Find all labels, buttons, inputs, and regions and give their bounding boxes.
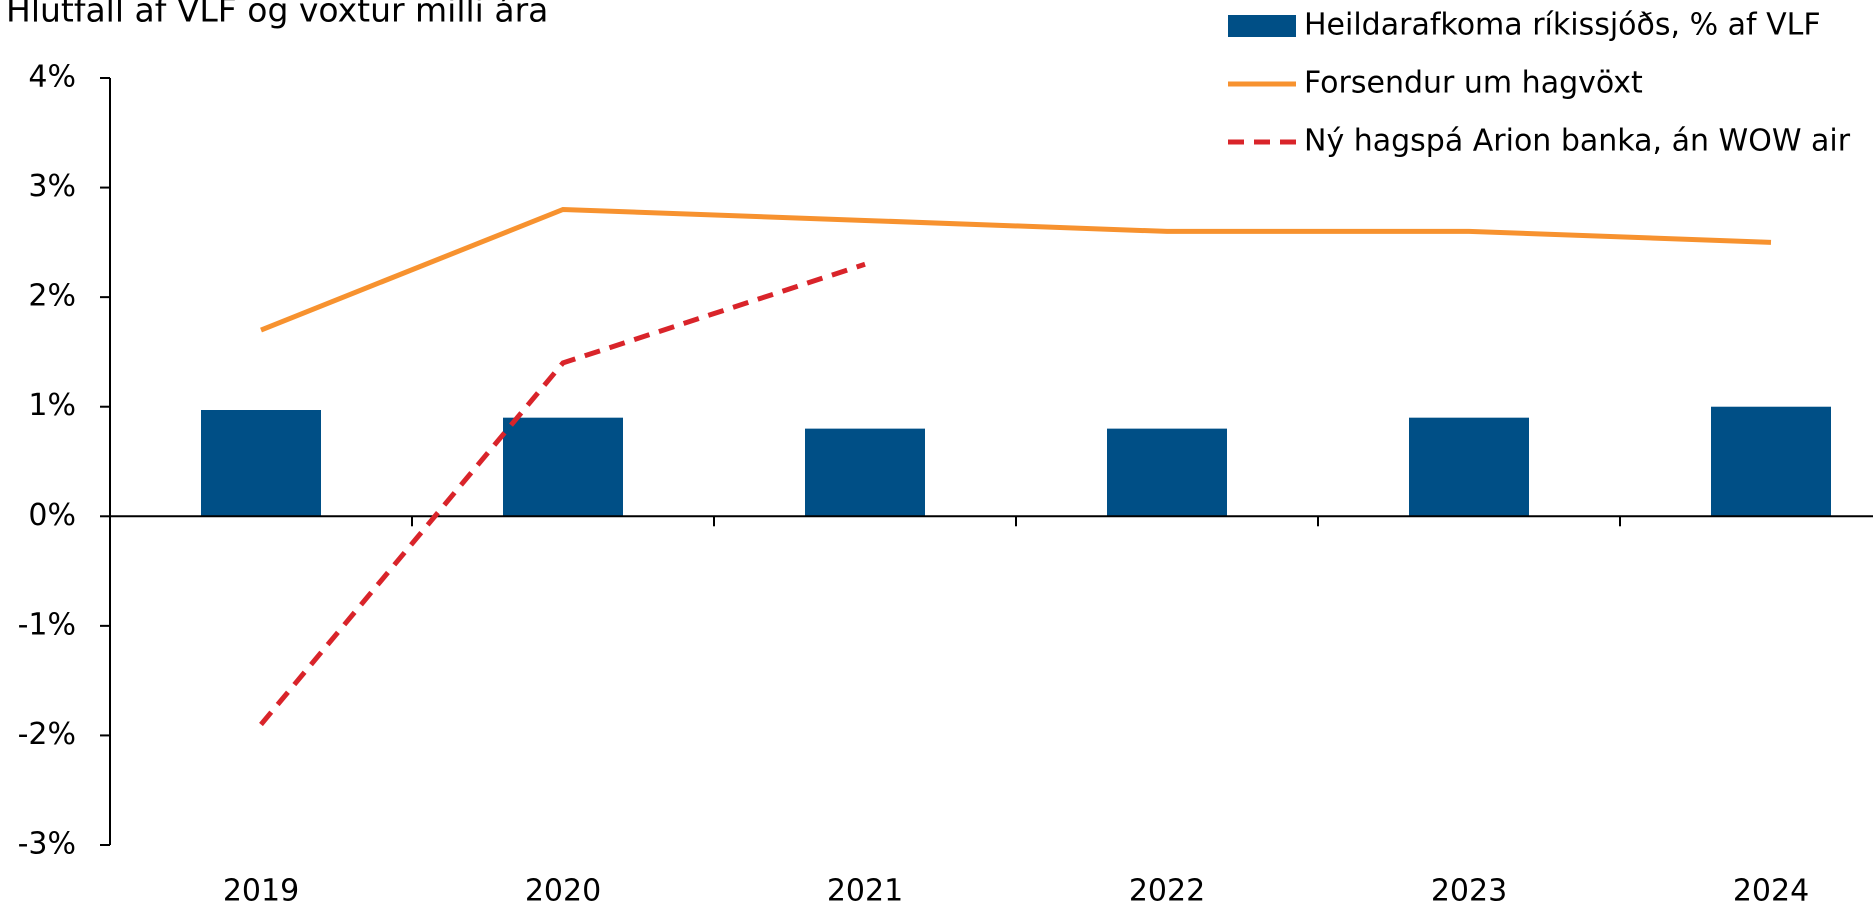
chart-title: Hlutfall af VLF og vöxtur milli ára [6, 0, 548, 30]
y-tick-label: 1% [28, 388, 76, 423]
bar [1107, 428, 1227, 517]
x-tick-label: 2021 [827, 874, 903, 909]
bar [1409, 417, 1529, 517]
legend-label: Heildarafkoma ríkissjóðs, % af VLF [1304, 8, 1821, 43]
x-tick-label: 2024 [1733, 874, 1809, 909]
y-tick-label: 3% [28, 169, 76, 204]
y-tick-label: -2% [18, 717, 76, 752]
legend-label: Forsendur um hagvöxt [1304, 66, 1643, 101]
y-tick-label: -1% [18, 607, 76, 642]
y-tick-label: 2% [28, 279, 76, 314]
legend-label: Ný hagspá Arion banka, án WOW air [1304, 124, 1851, 159]
line [259, 261, 866, 727]
x-tick-label: 2020 [525, 874, 601, 909]
x-tick-label: 2019 [223, 874, 299, 909]
bar [1711, 406, 1831, 517]
x-tick-label: 2023 [1431, 874, 1507, 909]
y-tick-label: 4% [28, 60, 76, 95]
line [260, 206, 1772, 333]
y-tick-label: -3% [18, 827, 76, 862]
bar [201, 410, 321, 517]
y-tick-label: 0% [28, 498, 76, 533]
x-tick-label: 2022 [1129, 874, 1205, 909]
bar [805, 428, 925, 517]
legend-swatch [1228, 15, 1296, 37]
bar [503, 417, 623, 517]
